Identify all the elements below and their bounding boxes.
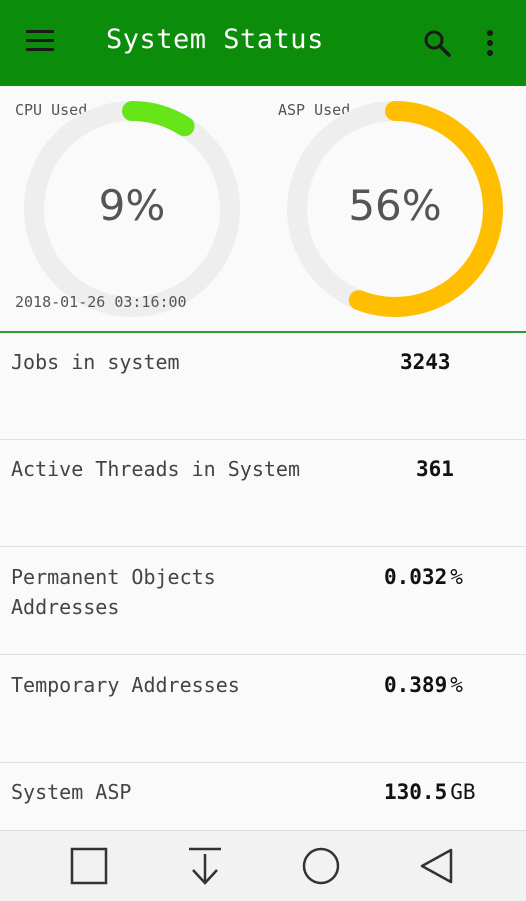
home-circle-icon[interactable] — [301, 846, 341, 886]
divider — [0, 331, 526, 333]
metric-value: 130.5 GB — [384, 780, 476, 804]
cpu-gauge-arc — [24, 101, 240, 317]
back-triangle-icon[interactable] — [417, 846, 457, 886]
search-icon[interactable] — [422, 28, 452, 58]
metric-unit: % — [450, 673, 463, 697]
system-nav-bar — [0, 830, 526, 901]
asp-gauge-label: ASP Used — [278, 101, 351, 119]
metric-value: 3243 — [400, 350, 451, 374]
cpu-gauge — [24, 101, 240, 317]
metric-value: 361 — [416, 457, 454, 481]
app-bar: System Status — [0, 0, 526, 86]
timestamp: 2018-01-26 03:16:00 — [15, 293, 187, 311]
list-item: Active Threads in System 361 — [0, 440, 526, 547]
metric-label: Active Threads in System — [11, 457, 300, 481]
metric-unit: GB — [450, 780, 476, 804]
gauges-panel: CPU Used 9% ASP Used 56% 2018-01-26 03:1… — [0, 86, 526, 332]
metric-value: 0.389% — [384, 673, 463, 697]
asp-gauge-value: 56% — [348, 181, 442, 230]
cpu-gauge-value: 9% — [98, 181, 166, 230]
metric-value: 0.032% — [384, 565, 463, 589]
list-item: Permanent Objects Addresses 0.032% — [0, 548, 526, 655]
metric-label: Jobs in system — [11, 350, 180, 374]
metric-label: Temporary Addresses — [11, 673, 240, 697]
list-item: System ASP 130.5 GB — [0, 763, 526, 869]
list-item: Jobs in system 3243 — [0, 333, 526, 440]
cpu-gauge-label: CPU Used — [15, 101, 88, 119]
metric-unit: % — [450, 565, 463, 589]
list-item: Temporary Addresses 0.389% — [0, 656, 526, 763]
metric-label: Permanent Objects Addresses — [11, 565, 216, 619]
recents-square-icon[interactable] — [69, 846, 109, 886]
page-title: System Status — [106, 24, 324, 55]
asp-gauge-arc — [287, 101, 503, 317]
menu-icon[interactable] — [26, 30, 56, 52]
more-vert-icon[interactable] — [478, 28, 502, 58]
metric-label: System ASP — [11, 780, 132, 804]
download-arrow-icon[interactable] — [185, 846, 225, 886]
asp-gauge — [287, 101, 503, 317]
